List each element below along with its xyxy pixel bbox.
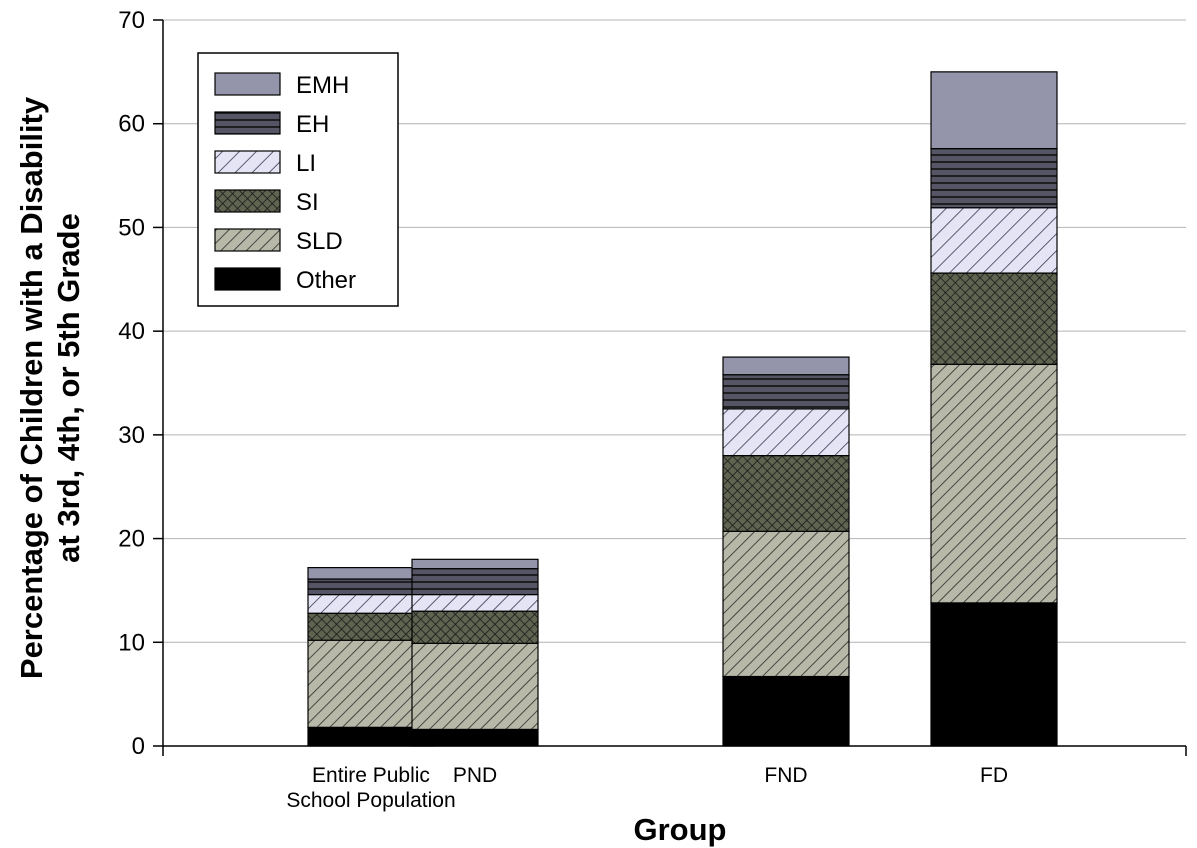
bar-eh-1 <box>411 568 539 596</box>
legend-label-si: SI <box>296 189 319 216</box>
legend-label-sld: SLD <box>296 228 343 255</box>
y-tick-label-20: 20 <box>118 526 145 553</box>
legend-swatch-eh <box>214 111 281 135</box>
x-tick-label-1: PND <box>453 764 497 787</box>
x-tick-label-line: PND <box>453 764 497 787</box>
y-tick-label-70: 70 <box>118 7 145 34</box>
y-axis-title-line: at 3rd, 4th, or 5th Grade <box>51 213 86 563</box>
bar-si-1 <box>411 610 539 644</box>
bar-eh-3 <box>930 148 1058 209</box>
legend-swatch-sld <box>214 228 281 252</box>
bar-si-2 <box>722 455 850 532</box>
y-axis-title-line: Percentage of Children with a Disability <box>14 96 49 679</box>
bar-emh-2 <box>722 356 850 376</box>
legend-label-li: LI <box>296 150 316 177</box>
y-tick-label-0: 0 <box>132 733 145 760</box>
y-tick-label-40: 40 <box>118 318 145 345</box>
legend-label-eh: EH <box>296 111 329 138</box>
labels: 0 10 20 30 40 50 60 70 Entire Public School Popul… <box>14 7 1008 847</box>
legend-label-emh: EMH <box>296 72 349 99</box>
bars <box>307 71 1058 747</box>
bar-si-3 <box>930 272 1058 365</box>
bar-sld-1 <box>411 642 539 731</box>
x-tick-label-3: FD <box>980 764 1008 787</box>
bar-sld-2 <box>722 530 850 678</box>
bar-li-2 <box>722 408 850 457</box>
bar-eh-2 <box>722 374 850 410</box>
legend: EMH EH LI SI SLD Other <box>197 52 399 307</box>
bar-sld-3 <box>930 363 1058 604</box>
bar-other-1 <box>411 728 539 747</box>
bar-other-3 <box>930 602 1058 747</box>
legend-swatch-si <box>214 189 281 213</box>
legend-swatch-li <box>214 150 281 174</box>
y-tick-label-30: 30 <box>118 422 145 449</box>
x-tick-label-2: FND <box>764 764 807 787</box>
x-tick-label-line: Entire Public <box>312 764 430 787</box>
bar-li-3 <box>930 207 1058 274</box>
x-axis-title: Group <box>634 812 727 847</box>
x-tick-label-0: Entire Public School Population <box>286 764 455 812</box>
y-tick-label-50: 50 <box>118 214 145 241</box>
x-tick-label-line: FD <box>980 764 1008 787</box>
y-tick-label-60: 60 <box>118 111 145 138</box>
x-tick-label-line: FND <box>764 764 807 787</box>
bar-emh-3 <box>930 71 1058 150</box>
legend-swatch-emh <box>214 72 281 96</box>
legend-label-other: Other <box>296 267 356 294</box>
legend-swatch-other <box>214 267 281 291</box>
x-tick-label-line: School Population <box>286 789 455 812</box>
bar-other-2 <box>722 675 850 747</box>
bar-emh-1 <box>411 558 539 570</box>
axes <box>153 19 1187 756</box>
bar-li-1 <box>411 593 539 612</box>
y-axis-title: Percentage of Children with a Disability… <box>14 96 86 679</box>
y-tick-label-10: 10 <box>118 629 145 656</box>
